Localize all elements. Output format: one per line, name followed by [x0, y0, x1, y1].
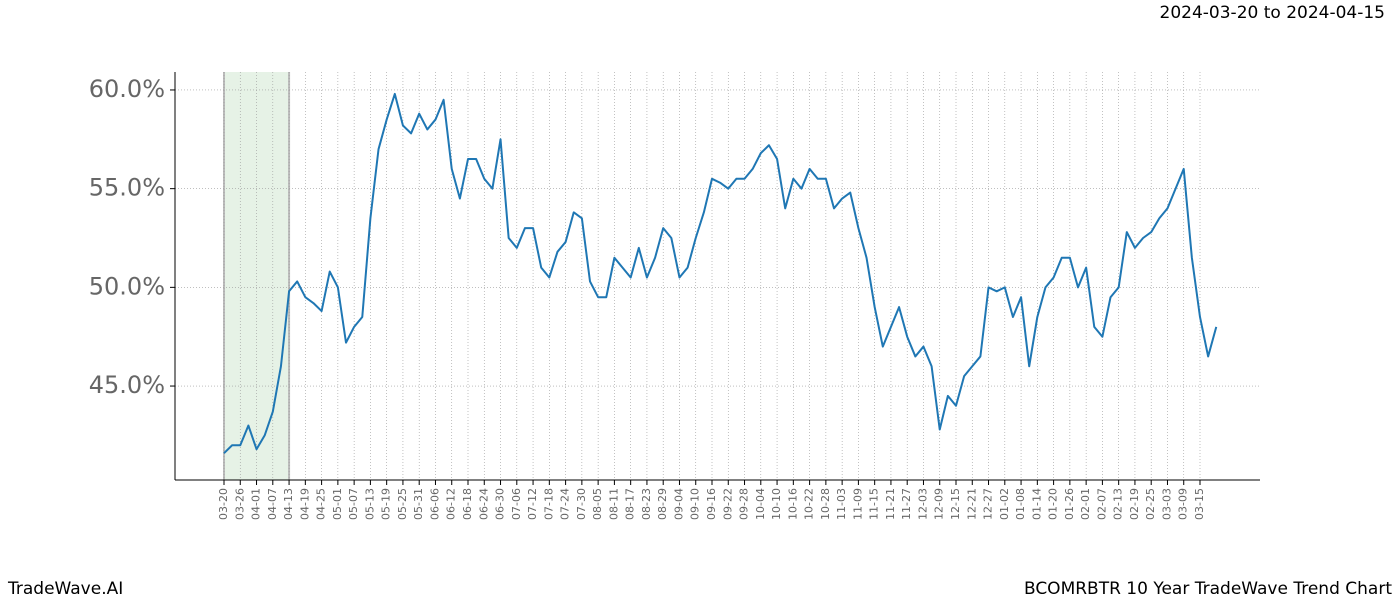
- x-tick-label: 07-18: [542, 488, 555, 520]
- x-tick-label: 06-06: [428, 488, 441, 520]
- x-tick-label: 04-07: [266, 488, 279, 520]
- x-tick-label: 04-19: [298, 488, 311, 520]
- x-tick-label: 01-20: [1047, 488, 1060, 520]
- chart-caption: BCOMRBTR 10 Year TradeWave Trend Chart: [1024, 579, 1392, 599]
- x-tick-label: 12-09: [933, 488, 946, 520]
- x-tick-label: 11-15: [868, 488, 881, 520]
- x-tick-label: 02-13: [1112, 488, 1125, 520]
- y-tick-label: 45.0%: [89, 371, 165, 399]
- x-tick-label: 11-03: [835, 488, 848, 520]
- x-tick-label: 04-01: [250, 488, 263, 520]
- x-tick-label: 02-01: [1079, 488, 1092, 520]
- x-tick-label: 01-08: [1014, 488, 1027, 520]
- x-tick-label: 08-23: [640, 488, 653, 520]
- x-tick-label: 08-17: [624, 488, 637, 520]
- x-tick-label: 01-02: [998, 488, 1011, 520]
- y-tick-label: 55.0%: [89, 174, 165, 202]
- x-tick-label: 06-24: [477, 488, 490, 520]
- x-tick-label: 06-30: [494, 488, 507, 520]
- x-tick-label: 01-26: [1063, 488, 1076, 520]
- x-tick-label: 08-29: [656, 488, 669, 520]
- x-tick-label: 06-18: [461, 488, 474, 520]
- x-tick-label: 05-31: [412, 488, 425, 520]
- brand: TradeWave.AI: [7, 579, 123, 599]
- x-tick-label: 06-12: [445, 488, 458, 520]
- x-tick-label: 11-27: [900, 488, 913, 520]
- x-tick-label: 09-22: [721, 488, 734, 520]
- x-tick-label: 12-21: [965, 488, 978, 520]
- x-tick-label: 05-19: [380, 488, 393, 520]
- x-tick-label: 05-25: [396, 488, 409, 520]
- x-tick-label: 05-13: [363, 488, 376, 520]
- x-tick-label: 02-25: [1144, 488, 1157, 520]
- x-tick-label: 10-04: [754, 488, 767, 520]
- trend-line: [223, 92, 1218, 454]
- x-tick-label: 10-10: [770, 488, 783, 520]
- x-tick-label: 01-14: [1030, 488, 1043, 520]
- x-tick-label: 12-27: [982, 488, 995, 520]
- x-tick-label: 09-04: [672, 488, 685, 520]
- x-tick-label: 03-26: [233, 488, 246, 520]
- x-tick-label: 05-01: [331, 488, 344, 520]
- x-tick-label: 02-19: [1128, 488, 1141, 520]
- x-tick-label: 02-07: [1095, 488, 1108, 520]
- x-tick-label: 04-25: [315, 488, 328, 520]
- x-tick-label: 03-15: [1193, 488, 1206, 520]
- y-tick-label: 60.0%: [89, 75, 165, 103]
- x-tick-label: 03-09: [1177, 488, 1190, 520]
- x-tick-label: 10-28: [819, 488, 832, 520]
- x-tick-label: 04-13: [282, 488, 295, 520]
- x-tick-label: 03-20: [217, 488, 230, 520]
- x-tick-label: 10-16: [786, 488, 799, 520]
- x-tick-label: 10-22: [803, 488, 816, 520]
- x-tick-label: 07-06: [510, 488, 523, 520]
- x-tick-label: 07-12: [526, 488, 539, 520]
- x-tick-label: 09-16: [705, 488, 718, 520]
- x-tick-label: 03-03: [1160, 488, 1173, 520]
- x-tick-label: 12-03: [916, 488, 929, 520]
- x-tick-label: 11-21: [884, 488, 897, 520]
- x-tick-label: 11-09: [851, 488, 864, 520]
- x-tick-label: 08-11: [607, 488, 620, 520]
- x-tick-label: 08-05: [591, 488, 604, 520]
- x-tick-label: 09-28: [738, 488, 751, 520]
- x-tick-label: 12-15: [949, 488, 962, 520]
- y-tick-label: 50.0%: [89, 272, 165, 300]
- x-tick-label: 05-07: [347, 488, 360, 520]
- x-tick-label: 07-30: [575, 488, 588, 520]
- x-tick-label: 07-24: [559, 488, 572, 520]
- date-range: 2024-03-20 to 2024-04-15: [1160, 3, 1385, 23]
- x-tick-label: 09-10: [689, 488, 702, 520]
